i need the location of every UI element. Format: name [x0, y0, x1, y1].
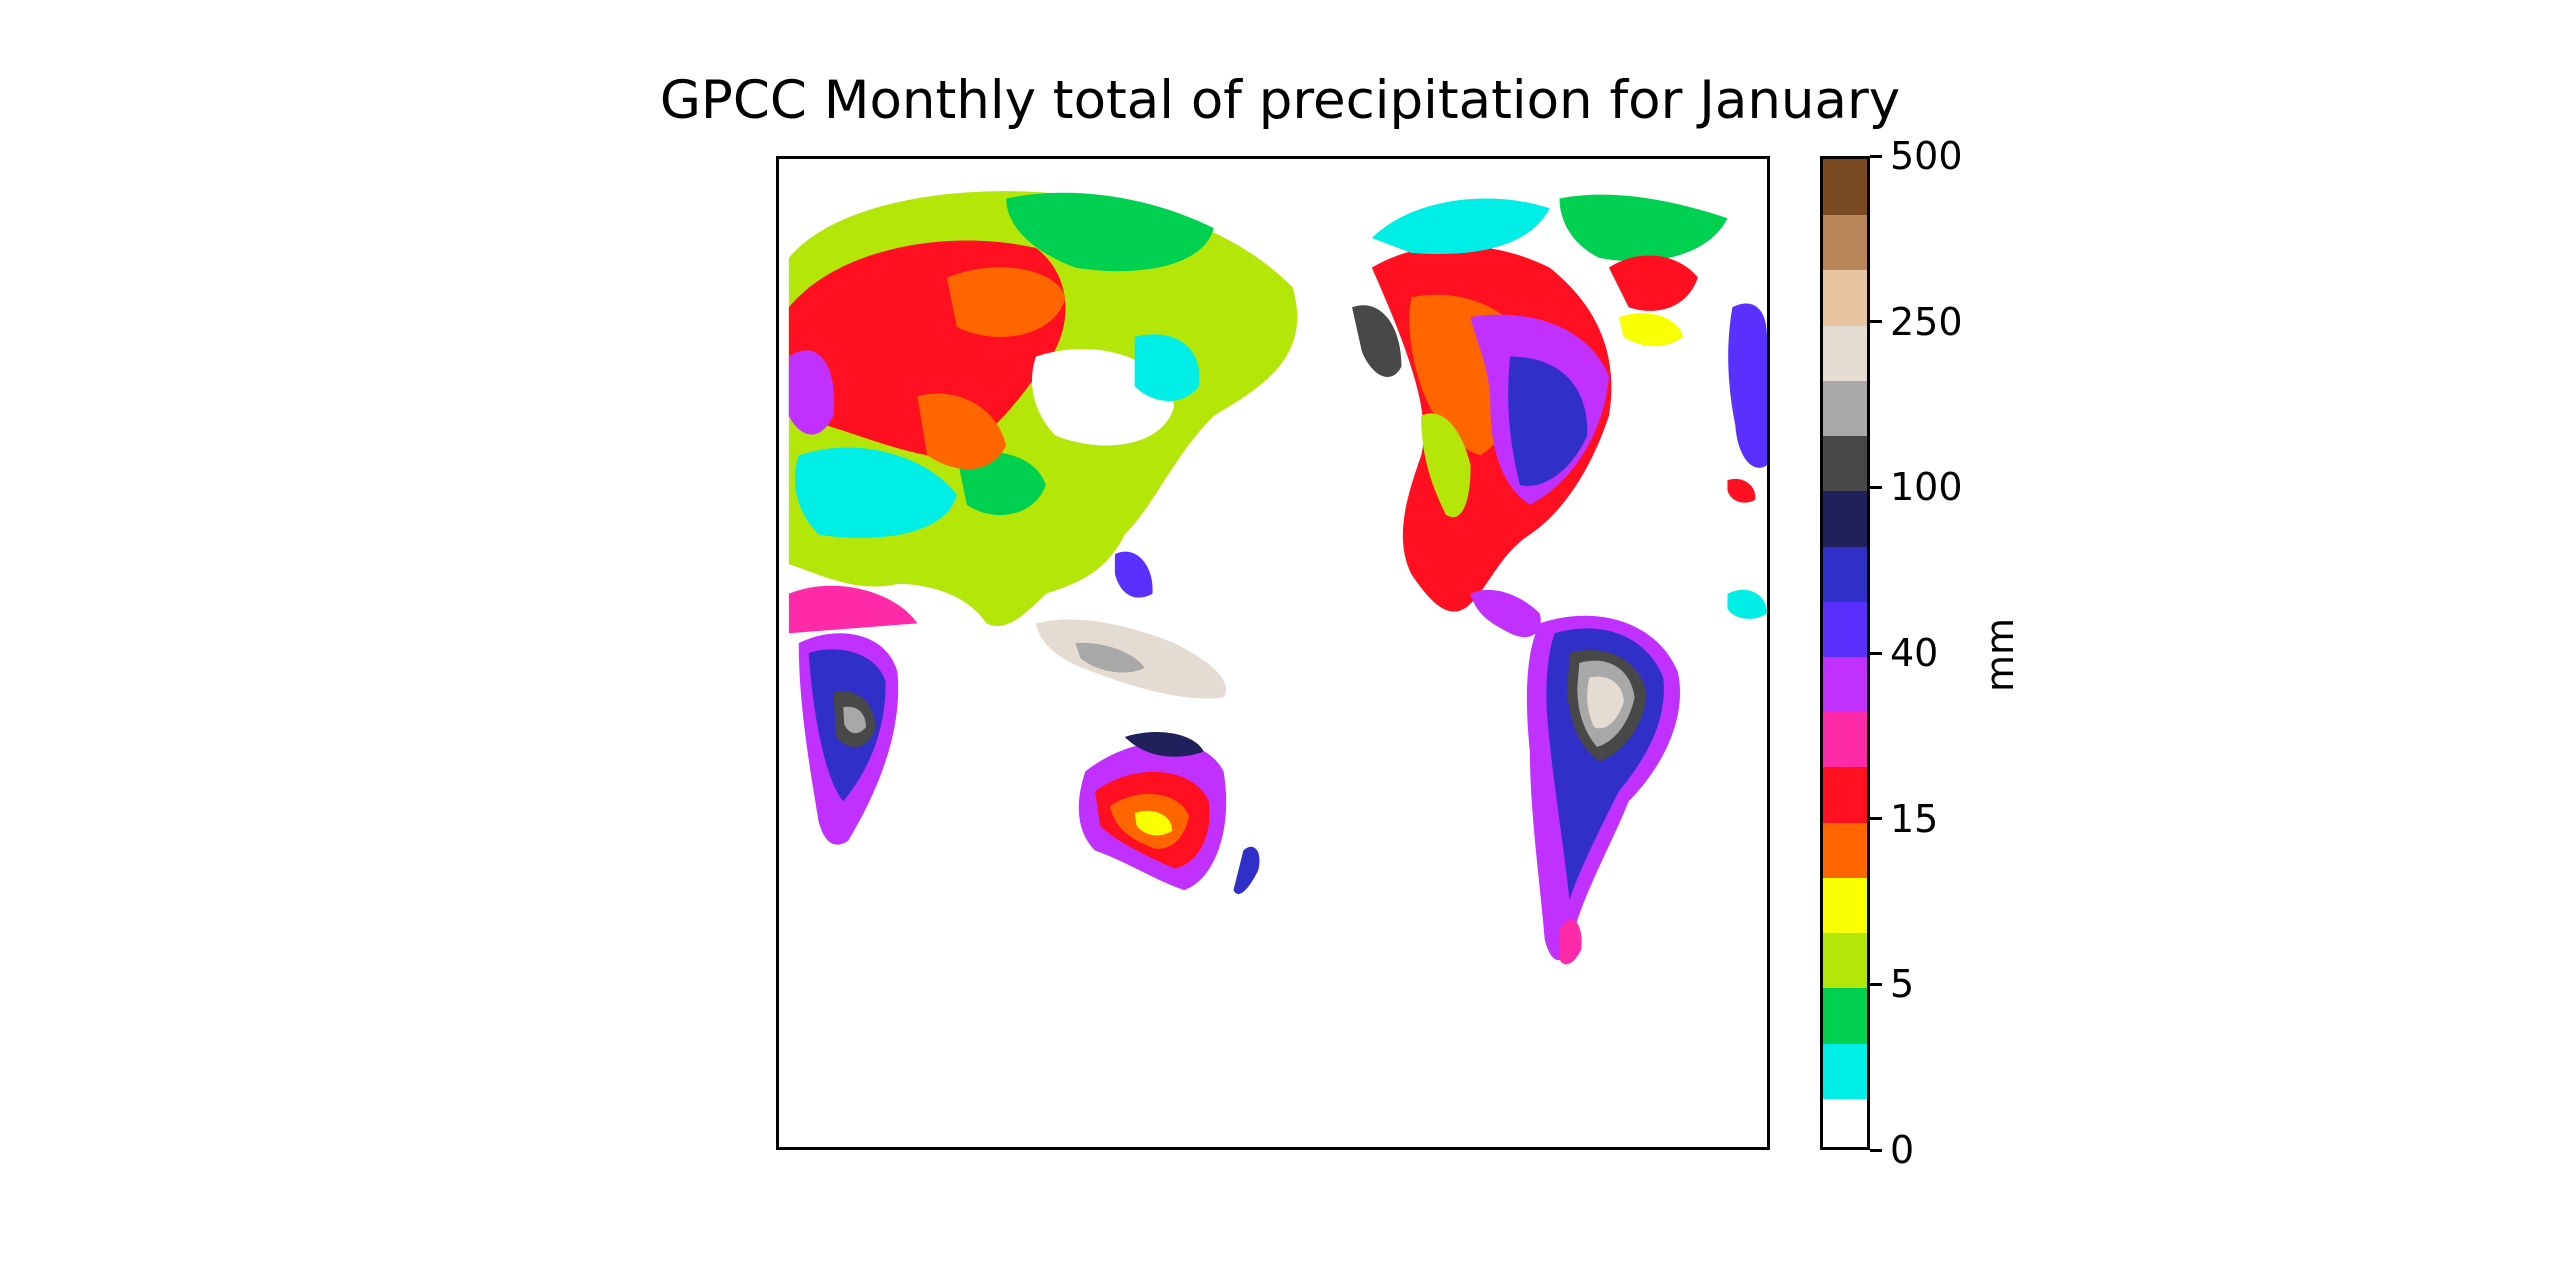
colorbar-tick [1870, 1148, 1882, 1152]
colorbar-tick-label: 40 [1890, 631, 1939, 675]
colorbar-segment [1823, 269, 1867, 326]
colorbar-segment [1823, 987, 1867, 1044]
colorbar-tick [1870, 651, 1882, 655]
colorbar-segment [1823, 600, 1867, 657]
colorbar-segment [1823, 1042, 1867, 1099]
colorbar-segment [1823, 656, 1867, 713]
colorbar-segment [1823, 435, 1867, 492]
precipitation-map [788, 191, 1767, 965]
colorbar-tick-label: 500 [1890, 134, 1963, 178]
colorbar-tick-label: 0 [1890, 1128, 1915, 1172]
region-south-america [1526, 615, 1681, 965]
region-southern-africa [798, 633, 899, 845]
colorbar-segment [1823, 490, 1867, 547]
region-central-america [1470, 589, 1541, 638]
colorbar-tick-label: 5 [1890, 962, 1915, 1007]
colorbar-segment [1823, 711, 1867, 768]
colorbar-unit-label: mm [1978, 617, 2022, 693]
colorbar-tick [1870, 817, 1882, 821]
region-west-europe-edge [1727, 303, 1767, 619]
colorbar-tick [1870, 320, 1882, 324]
colorbar-segment [1823, 876, 1867, 934]
colorbar-segment [1823, 324, 1867, 381]
colorbar-tick [1870, 154, 1882, 158]
colorbar-box [1820, 156, 1870, 1150]
region-australia [1078, 732, 1260, 894]
chart-title: GPCC Monthly total of precipitation for … [659, 70, 1901, 131]
colorbar-tick-label: 250 [1890, 299, 1963, 344]
region-eurasia [788, 191, 1298, 634]
colorbar-segment [1823, 159, 1867, 216]
colorbar-tick-label: 15 [1890, 796, 1939, 841]
colorbar-segment [1823, 1097, 1867, 1147]
colorbar-tick [1870, 485, 1882, 489]
colorbar-segment [1823, 932, 1867, 989]
colorbar-segment [1823, 214, 1867, 271]
region-north-america [1352, 194, 1728, 612]
colorbar-segment [1823, 545, 1867, 602]
colorbar-segment [1823, 766, 1867, 823]
colorbar-segment [1823, 379, 1867, 437]
colorbar-segment [1823, 821, 1867, 878]
colorbar: 0 5 15 40 100 250 500 [1820, 137, 1963, 1169]
map-panel [776, 156, 1770, 1150]
colorbar-tick [1870, 982, 1882, 986]
colorbar-tick-label: 100 [1890, 465, 1963, 510]
region-maritime-continent [1035, 551, 1227, 699]
